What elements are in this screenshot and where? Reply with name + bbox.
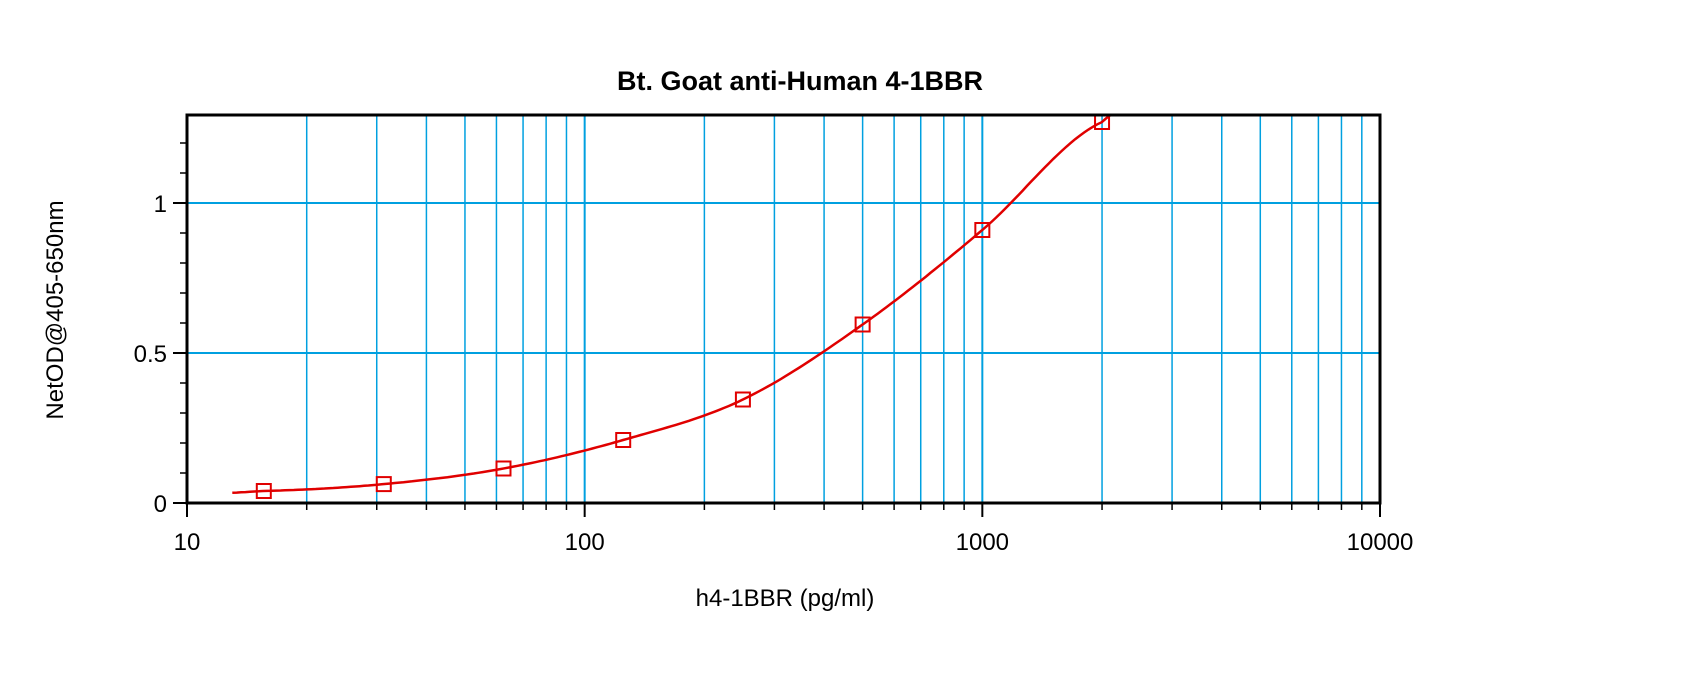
data-markers — [255, 114, 1111, 499]
data-point-marker — [854, 316, 871, 333]
x-tick-label: 10000 — [1347, 529, 1414, 556]
x-tick-label: 100 — [565, 529, 605, 556]
data-point-marker — [974, 222, 991, 238]
y-tick-label: 0 — [154, 491, 167, 518]
data-point-marker — [495, 460, 512, 477]
chart-title: Bt. Goat anti-Human 4-1BBR — [616, 66, 984, 96]
y-tick-label: 0.5 — [134, 341, 167, 368]
data-point-marker — [615, 432, 632, 448]
axis-ticks: 10 100 1000 10000 0 0.5 1 — [134, 142, 1414, 556]
fit-curve-path — [232, 114, 1112, 495]
data-point-marker — [375, 476, 392, 493]
x-tick-label: 1000 — [956, 529, 1009, 556]
data-point-marker — [255, 483, 272, 499]
x-axis-label: h4-1BBR (pg/ml) — [695, 585, 875, 612]
grid-lines — [187, 115, 1380, 503]
fit-curve — [232, 114, 1112, 495]
plot-border — [185, 113, 1382, 505]
data-point-marker — [734, 391, 751, 408]
y-tick-label: 1 — [154, 191, 167, 218]
x-tick-label: 10 — [174, 529, 201, 556]
axes-frame — [185, 113, 1382, 505]
